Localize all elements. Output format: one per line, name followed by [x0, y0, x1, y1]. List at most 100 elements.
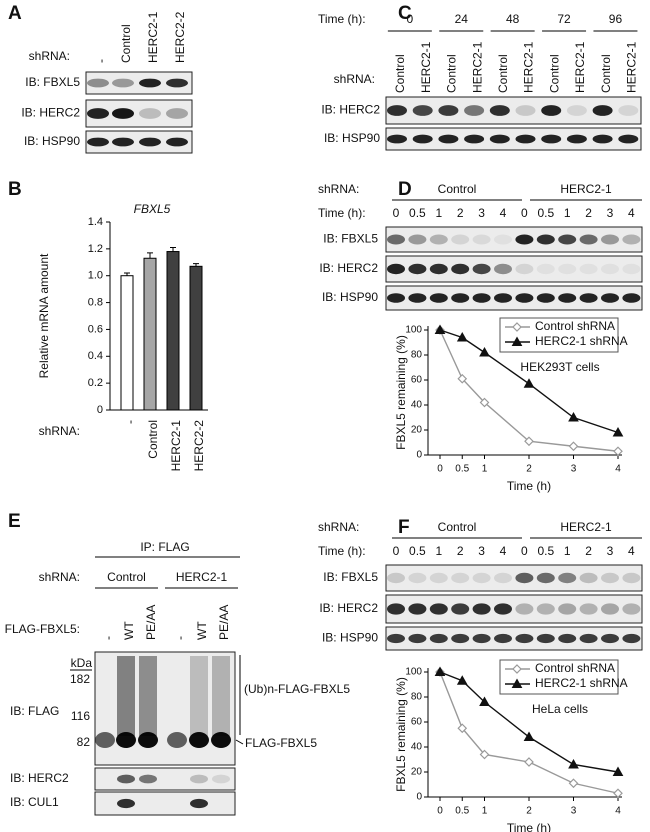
lane-label: 3: [607, 206, 614, 220]
blot-band: [117, 774, 135, 784]
legend-marker: [511, 336, 523, 346]
blot-band: [412, 105, 433, 116]
marker-label: 182: [70, 672, 90, 686]
legend-marker: [512, 664, 522, 674]
blot-band: [622, 603, 641, 615]
panel-label: D: [398, 179, 412, 200]
bar: [143, 257, 157, 411]
bar: [120, 275, 134, 411]
blot-band: [579, 603, 598, 615]
blot-band: [558, 293, 577, 303]
time-value: 72: [557, 12, 571, 26]
lane-label: 4: [628, 544, 635, 558]
y-axis-label: FBXL5 remaining (%): [394, 677, 408, 792]
panel-label: C: [398, 3, 412, 24]
error-bar: [124, 272, 130, 276]
lane-label: WT: [195, 621, 209, 640]
legend-label: Control shRNA: [535, 319, 615, 333]
y-tick-label: 40: [411, 400, 423, 411]
blot-label: IB: HERC2: [319, 601, 378, 615]
bar: [189, 265, 203, 411]
blot-band: [429, 603, 448, 615]
marker: [434, 324, 446, 334]
blot-band: [387, 134, 407, 144]
blot-band: [601, 603, 619, 615]
blot-band: [212, 774, 230, 784]
blot-label: IB: HSP90: [24, 134, 80, 148]
blot-band: [451, 293, 470, 303]
blot-band: [387, 633, 405, 644]
lane-label: 1: [564, 544, 571, 558]
x-tick-label: Control: [146, 420, 160, 459]
blot-band: [592, 134, 613, 144]
panel-label: A: [8, 3, 22, 24]
lane-label: 1: [435, 544, 442, 558]
kda-label: kDa: [71, 656, 93, 670]
blot-band: [494, 633, 512, 644]
y-axis-label: Relative mRNA amount: [37, 253, 51, 378]
blot-band: [601, 572, 619, 584]
time-label: Time (h):: [318, 206, 366, 220]
blot-band: [438, 105, 459, 116]
blot-band: [112, 108, 134, 119]
lane-label: 2: [585, 544, 592, 558]
blot-band: [451, 603, 470, 615]
time-label: Time (h):: [318, 544, 366, 558]
blot-band: [558, 572, 577, 584]
blot-band: [536, 263, 555, 275]
marker: [479, 397, 490, 408]
y-tick-label: 80: [411, 350, 423, 361]
blot-band: [472, 572, 491, 584]
blot-band: [387, 105, 407, 116]
blot-band: [536, 603, 555, 615]
blot-band: [412, 134, 433, 144]
blot: [385, 285, 643, 311]
error-bar: [193, 263, 199, 267]
blot-band: [451, 572, 470, 584]
blot-label: IB: FBXL5: [323, 232, 378, 246]
x-tick-label: -: [123, 420, 137, 424]
y-tick-label: 0.4: [88, 350, 103, 362]
ip-label: IP: FLAG: [140, 540, 189, 554]
annotation: FLAG-FBXL5: [245, 736, 317, 750]
blot-band: [112, 78, 134, 88]
blot-smear: [139, 656, 157, 736]
blot-band: [515, 234, 534, 245]
legend-label: HERC2-1 shRNA: [535, 676, 628, 690]
blot-band: [622, 572, 641, 584]
panel-label: B: [8, 179, 22, 200]
blot-band: [116, 732, 136, 748]
blot-band: [536, 234, 555, 245]
blot-label: IB: CUL1: [10, 795, 59, 809]
shrna-label: shRNA:: [39, 424, 80, 438]
blot-band: [494, 234, 512, 245]
marker: [523, 731, 535, 741]
group-label: Control: [107, 570, 146, 584]
blot-band: [472, 234, 491, 245]
lane-label: Control: [119, 24, 133, 63]
blot-band: [536, 572, 555, 584]
blot-band: [601, 293, 619, 303]
y-tick-label: 0.8: [88, 296, 103, 308]
blot-band: [166, 137, 188, 147]
rule: [235, 739, 244, 745]
blot-band: [601, 263, 619, 275]
blot: [94, 651, 236, 766]
annotation: HeLa cells: [532, 702, 588, 716]
y-tick-label: 80: [411, 692, 423, 703]
blot: [385, 226, 643, 253]
lane-label: 0: [521, 544, 528, 558]
blot-band: [515, 134, 536, 144]
bar: [166, 251, 180, 411]
y-tick-label: 60: [411, 717, 423, 728]
blot-label: IB: HERC2: [10, 771, 69, 785]
blot-smear: [190, 656, 208, 736]
marker: [613, 788, 623, 799]
blot-band: [387, 263, 405, 275]
x-tick-label: 1: [482, 806, 488, 817]
lane-label: PE/AA: [144, 605, 158, 640]
shrna-label: shRNA:: [334, 72, 375, 86]
lane-label: HERC2-1: [419, 41, 433, 93]
blot-band: [464, 105, 485, 116]
blot-band: [472, 293, 491, 303]
